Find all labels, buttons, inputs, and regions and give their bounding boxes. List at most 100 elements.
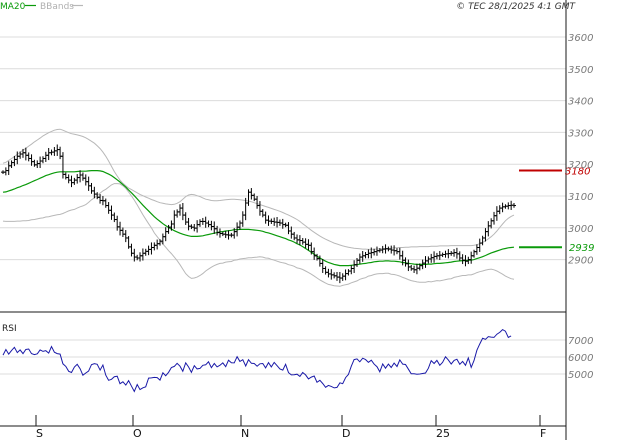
price-bar <box>140 248 145 261</box>
price-bar <box>55 144 60 156</box>
price-bar <box>237 220 242 230</box>
copyright-notice: © TEC 28/1/2025 4:1 GMT <box>456 2 576 12</box>
price-bar <box>397 247 402 260</box>
price-bar <box>195 220 200 233</box>
rsi-y-tick-label: 7000 <box>568 336 593 347</box>
price-bar <box>86 176 91 191</box>
x-tick-label: N <box>241 427 249 440</box>
legend-bbands-label: BBands <box>40 2 74 12</box>
price-y-tick-label: 3500 <box>568 65 593 76</box>
price-bar <box>492 211 497 225</box>
price-bar <box>323 266 328 275</box>
price-bar <box>66 174 71 184</box>
rsi-y-tick-label: 5000 <box>568 370 593 381</box>
price-bar <box>489 218 494 229</box>
price-y-tick-label: 3100 <box>568 192 593 203</box>
price-bar <box>123 230 128 243</box>
price-bar <box>172 210 177 229</box>
price-bar <box>423 256 428 268</box>
price-bar <box>497 205 502 215</box>
price-bar <box>403 257 408 267</box>
price-bar <box>477 238 482 252</box>
price-bar <box>52 147 57 156</box>
price-bar <box>406 259 411 272</box>
price-bar <box>69 175 74 188</box>
price-bar <box>486 221 491 237</box>
price-bar <box>346 269 351 276</box>
price-bar <box>115 215 120 231</box>
rsi-series <box>2 328 512 393</box>
price-bar <box>106 202 111 214</box>
price-bar <box>169 220 174 231</box>
lower-bollinger-band <box>2 183 515 287</box>
price-bar <box>152 242 157 251</box>
price-bar <box>40 156 45 164</box>
price-bar <box>6 161 11 176</box>
price-bar <box>500 202 505 213</box>
price-bar <box>300 237 305 245</box>
price-bar <box>474 244 479 255</box>
price-bar <box>75 174 80 184</box>
price-bar <box>78 170 83 183</box>
price-bar <box>432 251 437 263</box>
price-y-tick-label: 2900 <box>568 256 593 267</box>
price-bar <box>249 188 254 200</box>
price-bar <box>183 212 188 225</box>
price-bar <box>46 147 51 161</box>
price-y-tick-label: 3400 <box>568 97 593 108</box>
bollinger-bands <box>2 128 515 287</box>
price-bar <box>303 238 308 249</box>
price-bar <box>129 243 134 257</box>
ma20-series <box>2 170 515 267</box>
price-bar <box>26 152 31 162</box>
price-bar <box>357 253 362 264</box>
resistance-level-label: 3180 <box>565 167 590 178</box>
price-bar <box>138 252 143 262</box>
price-y-tick-label: 3000 <box>568 224 593 235</box>
price-bar <box>63 172 68 180</box>
price-bar <box>155 239 160 250</box>
price-bar <box>366 249 371 259</box>
price-bar <box>43 151 48 162</box>
price-bar <box>83 174 88 186</box>
price-bar <box>89 182 94 194</box>
x-tick-label: O <box>133 427 142 440</box>
price-y-tick-label: 3600 <box>568 33 593 44</box>
price-bar <box>186 217 191 231</box>
price-bar <box>149 242 154 255</box>
price-bar <box>20 148 25 158</box>
price-bar <box>289 226 294 239</box>
price-bar <box>143 248 148 256</box>
rsi-y-tick-label: 6000 <box>568 353 593 364</box>
x-tick-labels: S O N D 25 F <box>35 415 546 440</box>
x-tick-label: D <box>342 427 350 440</box>
price-bar <box>429 253 434 263</box>
rsi-y-tick-labels: 5000 6000 7000 <box>568 336 593 381</box>
price-bar <box>414 263 419 275</box>
price-bars <box>1 144 516 284</box>
price-y-tick-label: 3300 <box>568 128 593 139</box>
indicator-grid <box>0 339 566 375</box>
x-tick-label: 25 <box>436 427 450 440</box>
price-bar <box>409 265 414 271</box>
price-bar <box>197 219 202 227</box>
price-bar <box>32 159 37 167</box>
price-bar <box>240 211 245 227</box>
rsi-panel-label: RSI <box>2 324 17 334</box>
price-bar <box>209 220 214 231</box>
price-bar <box>3 167 8 176</box>
price-bar <box>109 205 114 220</box>
x-tick-label: S <box>36 427 43 440</box>
price-levels: 3180 2939 <box>519 167 594 254</box>
price-bar <box>252 193 257 202</box>
price-bar <box>120 227 125 238</box>
price-bar <box>292 231 297 241</box>
price-bar <box>472 249 477 258</box>
price-bar <box>72 177 77 185</box>
price-bar <box>260 209 265 218</box>
price-bar <box>203 216 208 228</box>
price-bar <box>163 227 168 242</box>
price-bar <box>335 272 340 281</box>
price-bar <box>363 251 368 259</box>
